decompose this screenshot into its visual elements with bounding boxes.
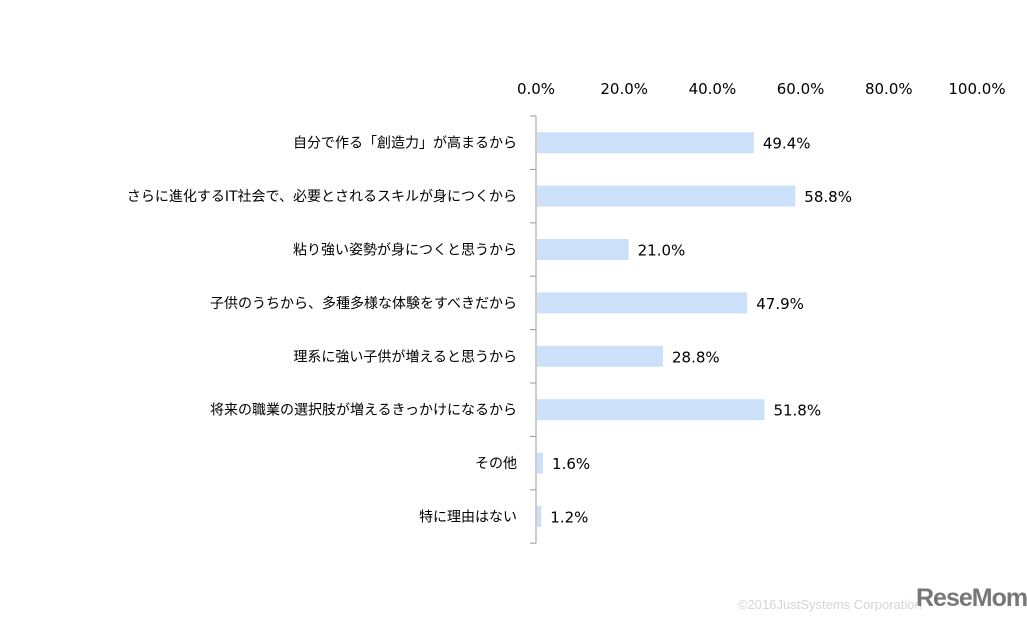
category-label: 自分で作る「創造力」が高まるから — [293, 135, 517, 152]
category-label: その他 — [475, 456, 517, 472]
x-tick-label: 0.0% — [517, 80, 555, 98]
copyright-text: ©2016JustSystems Corporation — [738, 597, 922, 612]
bar — [537, 185, 796, 207]
x-tick-label: 60.0% — [777, 80, 825, 98]
category-label: 子供のうちから、多種多様な体験をすべきだから — [210, 295, 517, 312]
data-label: 49.4% — [763, 135, 811, 153]
data-label: 28.8% — [672, 348, 720, 366]
category-label: 粘り強い姿勢が身につくと思うから — [293, 243, 517, 259]
bar — [537, 292, 748, 314]
data-label: 47.9% — [756, 295, 804, 313]
x-tick-label: 20.0% — [600, 80, 648, 98]
bar — [537, 506, 542, 527]
bar — [537, 345, 664, 367]
category-label: 特に理由はない — [419, 510, 517, 526]
bar — [537, 452, 544, 474]
data-label: 1.6% — [552, 455, 590, 473]
bar — [537, 132, 754, 154]
bar — [537, 399, 765, 421]
data-label: 51.8% — [773, 402, 821, 420]
data-label: 1.2% — [550, 509, 588, 527]
data-label: 58.8% — [804, 188, 852, 206]
x-tick-label: 80.0% — [865, 80, 913, 98]
data-label: 21.0% — [638, 242, 686, 260]
resemom-logo: ReseMom — [916, 584, 1027, 612]
category-label: 理系に強い子供が増えると思うから — [293, 349, 517, 365]
category-label: さらに進化するIT社会で、必要とされるスキルが身につくから — [127, 189, 517, 205]
bar — [537, 239, 629, 260]
category-label: 将来の職業の選択肢が増えるきっかけになるから — [210, 403, 517, 419]
x-tick-label: 100.0% — [948, 80, 1005, 98]
x-tick-label: 40.0% — [689, 80, 737, 98]
